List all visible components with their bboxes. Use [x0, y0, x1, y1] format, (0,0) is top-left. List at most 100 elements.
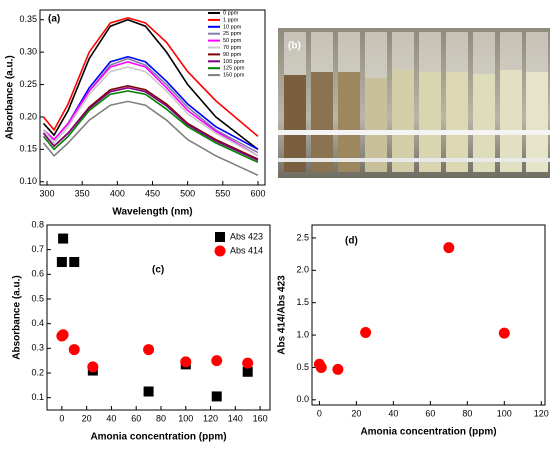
legend-label: 25 ppm	[223, 31, 242, 37]
point	[69, 257, 80, 267]
tube-liquid	[500, 70, 522, 172]
tube-liquid	[365, 78, 387, 172]
tube-liquid	[526, 72, 548, 172]
y-tick-label: 0.7	[31, 244, 44, 254]
legend-label: 0 ppm	[223, 10, 239, 16]
point	[143, 344, 155, 356]
point	[332, 363, 344, 375]
x-tick-label: 300	[40, 188, 55, 198]
spectrum-line	[42, 16, 259, 138]
panel-label: (a)	[48, 14, 60, 25]
legend-label: 100 ppm	[223, 59, 245, 65]
tube-liquid	[419, 72, 441, 172]
tube-liquid	[392, 70, 414, 172]
legend-label: 70 ppm	[223, 45, 242, 51]
x-tick-label: 80	[462, 408, 472, 418]
x-tick-label: 160	[253, 413, 268, 423]
x-tick-label: 550	[215, 188, 230, 198]
y-tick-label: 0.6	[31, 269, 44, 279]
point	[68, 344, 80, 356]
tubes	[284, 32, 548, 172]
x-tick-label: 60	[131, 413, 141, 423]
y-tick-label: 0.2	[31, 367, 44, 377]
spectrum-line	[42, 66, 259, 157]
y-tick-label: 0.15	[19, 144, 37, 154]
x-tick-label: 40	[388, 408, 398, 418]
y-tick-label: 0.10	[19, 176, 37, 186]
point	[58, 233, 69, 244]
point	[211, 391, 222, 402]
point	[242, 366, 253, 377]
rack-bar	[278, 158, 550, 162]
point	[180, 356, 192, 368]
y-tick-label: 0.25	[19, 79, 37, 89]
y-axis-title: Absorbance (a.u.)	[12, 275, 23, 359]
y-tick-label: 0.30	[19, 47, 37, 57]
x-tick-label: 20	[351, 408, 361, 418]
y-axis-title: Absorbance (a.u.)	[5, 55, 16, 139]
y-tick-label: 0.5	[296, 362, 309, 372]
point	[56, 257, 67, 267]
x-tick-label: 450	[145, 188, 160, 198]
y-tick-label: 0.1	[31, 392, 44, 402]
y-tick-label: 0.4	[31, 318, 44, 328]
y-tick-label: 0.0	[296, 394, 309, 404]
x-tick-label: 60	[425, 408, 435, 418]
point	[57, 329, 69, 341]
y-axis-title: Abs 414/Abs 423	[277, 275, 288, 355]
x-tick-label: 140	[228, 413, 243, 423]
spectrum-line	[42, 18, 259, 150]
point	[443, 242, 455, 254]
legend-label: 150 ppm	[223, 73, 245, 79]
y-tick-label: 0.8	[31, 219, 44, 229]
y-tick-label: 1.0	[296, 329, 309, 339]
spectrum-line	[42, 86, 259, 162]
x-tick-label: 0	[317, 408, 322, 418]
spectrum-line	[42, 90, 259, 164]
spectrum-line	[42, 61, 259, 157]
point	[315, 361, 327, 373]
x-tick-label: 100	[497, 408, 512, 418]
y-tick-label: 0.20	[19, 111, 37, 121]
tube-liquid	[338, 72, 360, 172]
x-tick-label: 20	[82, 413, 92, 423]
x-tick-label: 500	[180, 188, 195, 198]
legend-swatch	[215, 232, 225, 242]
panel-label: (c)	[152, 265, 164, 276]
photo: (b)	[278, 28, 550, 178]
x-tick-label: 400	[110, 188, 125, 198]
point	[498, 327, 510, 339]
x-tick-label: 600	[250, 188, 265, 198]
y-tick-label: 0.5	[31, 293, 44, 303]
rack-bar	[278, 130, 550, 135]
legend-label: 10 ppm	[223, 24, 242, 30]
y-tick-label: 2.5	[296, 232, 309, 242]
legend-label: 90 ppm	[223, 52, 242, 58]
point	[87, 361, 99, 373]
x-axis-title: Amonia concentration (ppm)	[90, 432, 226, 443]
y-tick-label: 0.35	[19, 14, 37, 24]
x-tick-label: 0	[59, 413, 64, 423]
legend-label: 125 ppm	[223, 66, 245, 72]
x-axis-title: Wavelength (nm)	[112, 207, 192, 218]
x-tick-label: 80	[156, 413, 166, 423]
legend-label: Abs 414	[230, 245, 263, 255]
x-axis-title: Amonia concentration (ppm)	[360, 427, 496, 438]
y-tick-label: 1.5	[296, 297, 309, 307]
x-tick-label: 120	[534, 408, 549, 418]
plot-frame	[311, 224, 546, 406]
x-tick-label: 120	[203, 413, 218, 423]
panel-label: (b)	[288, 41, 301, 52]
point	[360, 326, 372, 338]
x-tick-label: 350	[75, 188, 90, 198]
legend-label: Abs 423	[230, 231, 263, 241]
panel-label: (d)	[345, 236, 358, 247]
tube-liquid	[446, 72, 468, 172]
point	[242, 357, 254, 369]
legend-label: 50 ppm	[223, 38, 242, 44]
plot-frame	[46, 224, 271, 411]
x-tick-label: 40	[106, 413, 116, 423]
legend-label: 1 ppm	[223, 17, 239, 23]
point	[211, 355, 223, 367]
